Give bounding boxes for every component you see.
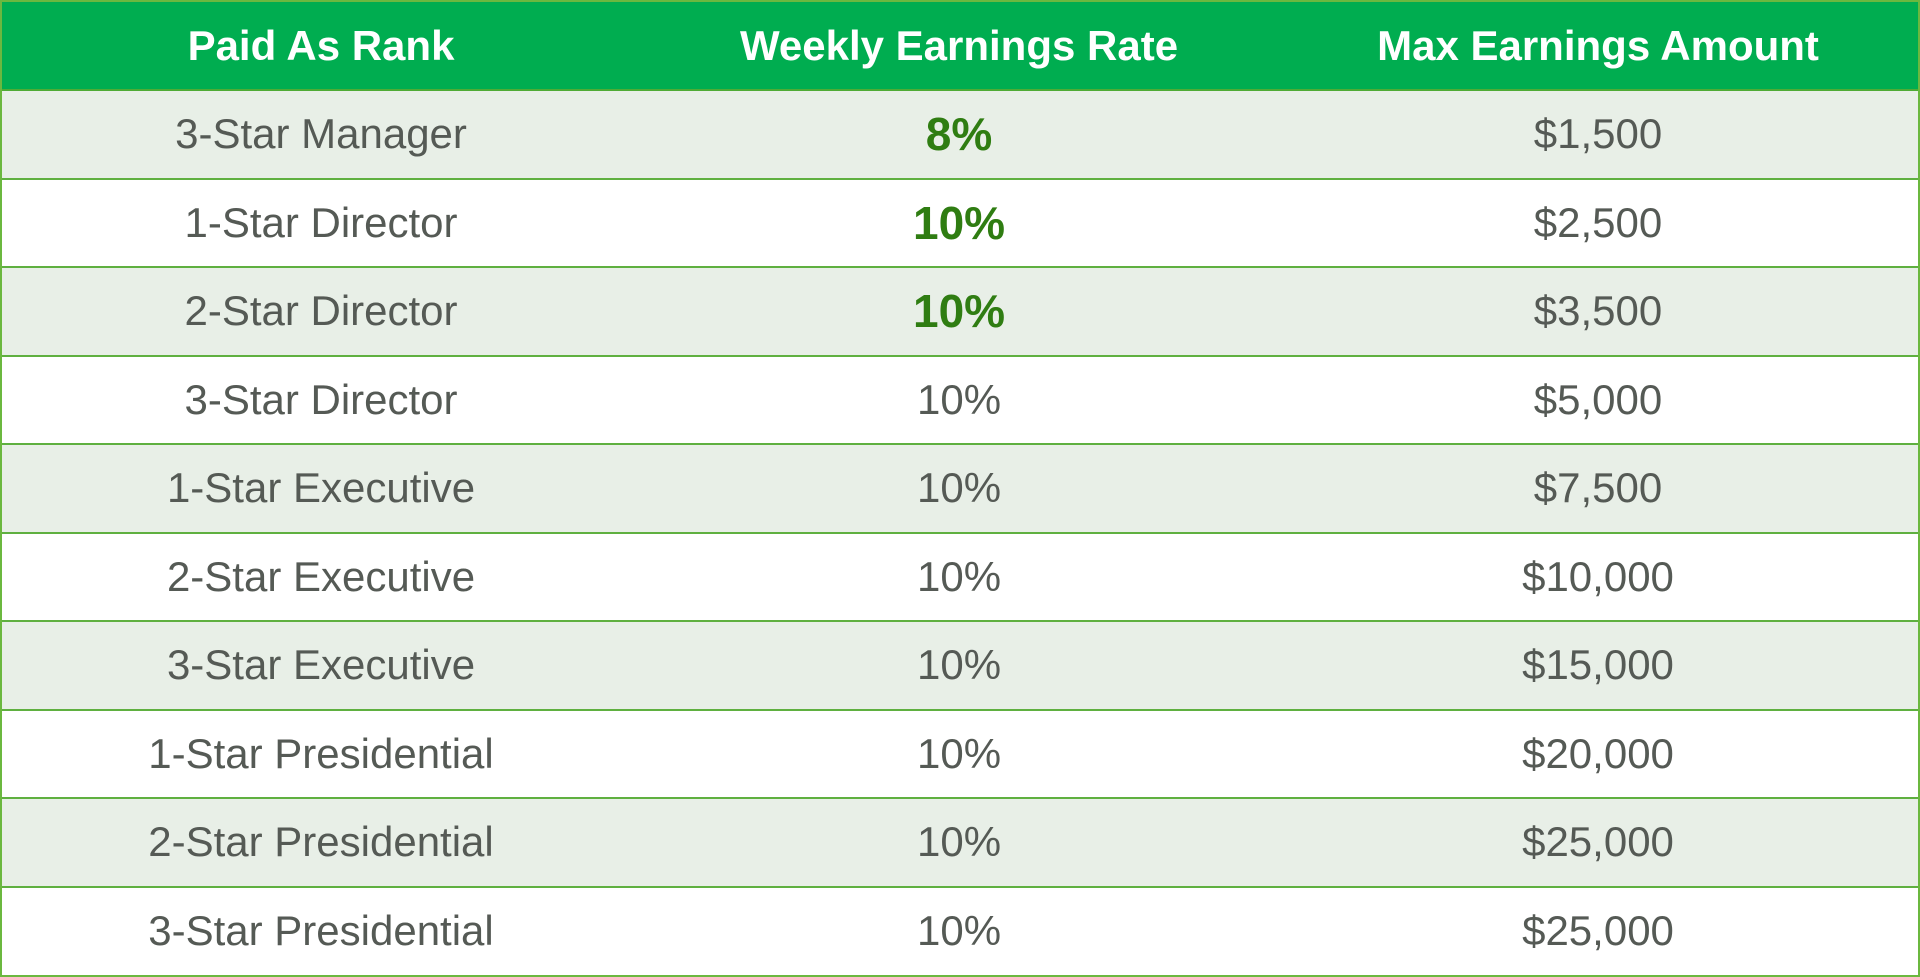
rate-cell: 10% — [640, 708, 1279, 798]
table-row: 2-Star Executive 10% $10,000 — [2, 531, 1918, 621]
max-amount-cell: $15,000 — [1278, 620, 1918, 710]
table-row: 3-Star Executive 10% $15,000 — [2, 620, 1918, 710]
rate-cell: 10% — [640, 885, 1279, 975]
rank-cell: 2-Star Director — [2, 266, 641, 356]
table-row: 3-Star Manager 8% $1,500 — [2, 89, 1918, 179]
header-paid-as-rank: Paid As Rank — [2, 2, 641, 91]
rate-cell: 10% — [640, 531, 1279, 621]
max-amount-cell: $7,500 — [1278, 443, 1918, 533]
max-amount-cell: $25,000 — [1278, 885, 1918, 975]
rank-cell: 1-Star Executive — [2, 443, 641, 533]
rate-cell: 10% — [640, 797, 1279, 887]
max-amount-cell: $1,500 — [1278, 89, 1918, 179]
rate-cell: 10% — [640, 620, 1279, 710]
rank-cell: 3-Star Director — [2, 354, 641, 444]
table-body: 3-Star Manager 8% $1,500 1-Star Director… — [2, 89, 1918, 975]
rate-cell: 10% — [640, 354, 1279, 444]
table-row: 2-Star Presidential 10% $25,000 — [2, 797, 1918, 887]
rank-cell: 1-Star Presidential — [2, 708, 641, 798]
rate-cell: 8% — [640, 89, 1279, 179]
max-amount-cell: $25,000 — [1278, 797, 1918, 887]
rank-cell: 3-Star Presidential — [2, 885, 641, 975]
table-row: 1-Star Presidential 10% $20,000 — [2, 708, 1918, 798]
table-row: 1-Star Executive 10% $7,500 — [2, 443, 1918, 533]
rank-cell: 3-Star Executive — [2, 620, 641, 710]
max-amount-cell: $2,500 — [1278, 177, 1918, 267]
table-row: 1-Star Director 10% $2,500 — [2, 177, 1918, 267]
table-row: 3-Star Presidential 10% $25,000 — [2, 885, 1918, 975]
rank-cell: 2-Star Executive — [2, 531, 641, 621]
rank-cell: 1-Star Director — [2, 177, 641, 267]
max-amount-cell: $20,000 — [1278, 708, 1918, 798]
header-weekly-earnings-rate: Weekly Earnings Rate — [640, 2, 1279, 91]
rate-cell: 10% — [640, 266, 1279, 356]
rank-cell: 2-Star Presidential — [2, 797, 641, 887]
rank-cell: 3-Star Manager — [2, 89, 641, 179]
table-header-row: Paid As Rank Weekly Earnings Rate Max Ea… — [2, 2, 1918, 91]
table-row: 2-Star Director 10% $3,500 — [2, 266, 1918, 356]
max-amount-cell: $3,500 — [1278, 266, 1918, 356]
table-row: 3-Star Director 10% $5,000 — [2, 354, 1918, 444]
header-max-earnings-amount: Max Earnings Amount — [1278, 2, 1918, 91]
rate-cell: 10% — [640, 177, 1279, 267]
rate-cell: 10% — [640, 443, 1279, 533]
max-amount-cell: $5,000 — [1278, 354, 1918, 444]
max-amount-cell: $10,000 — [1278, 531, 1918, 621]
